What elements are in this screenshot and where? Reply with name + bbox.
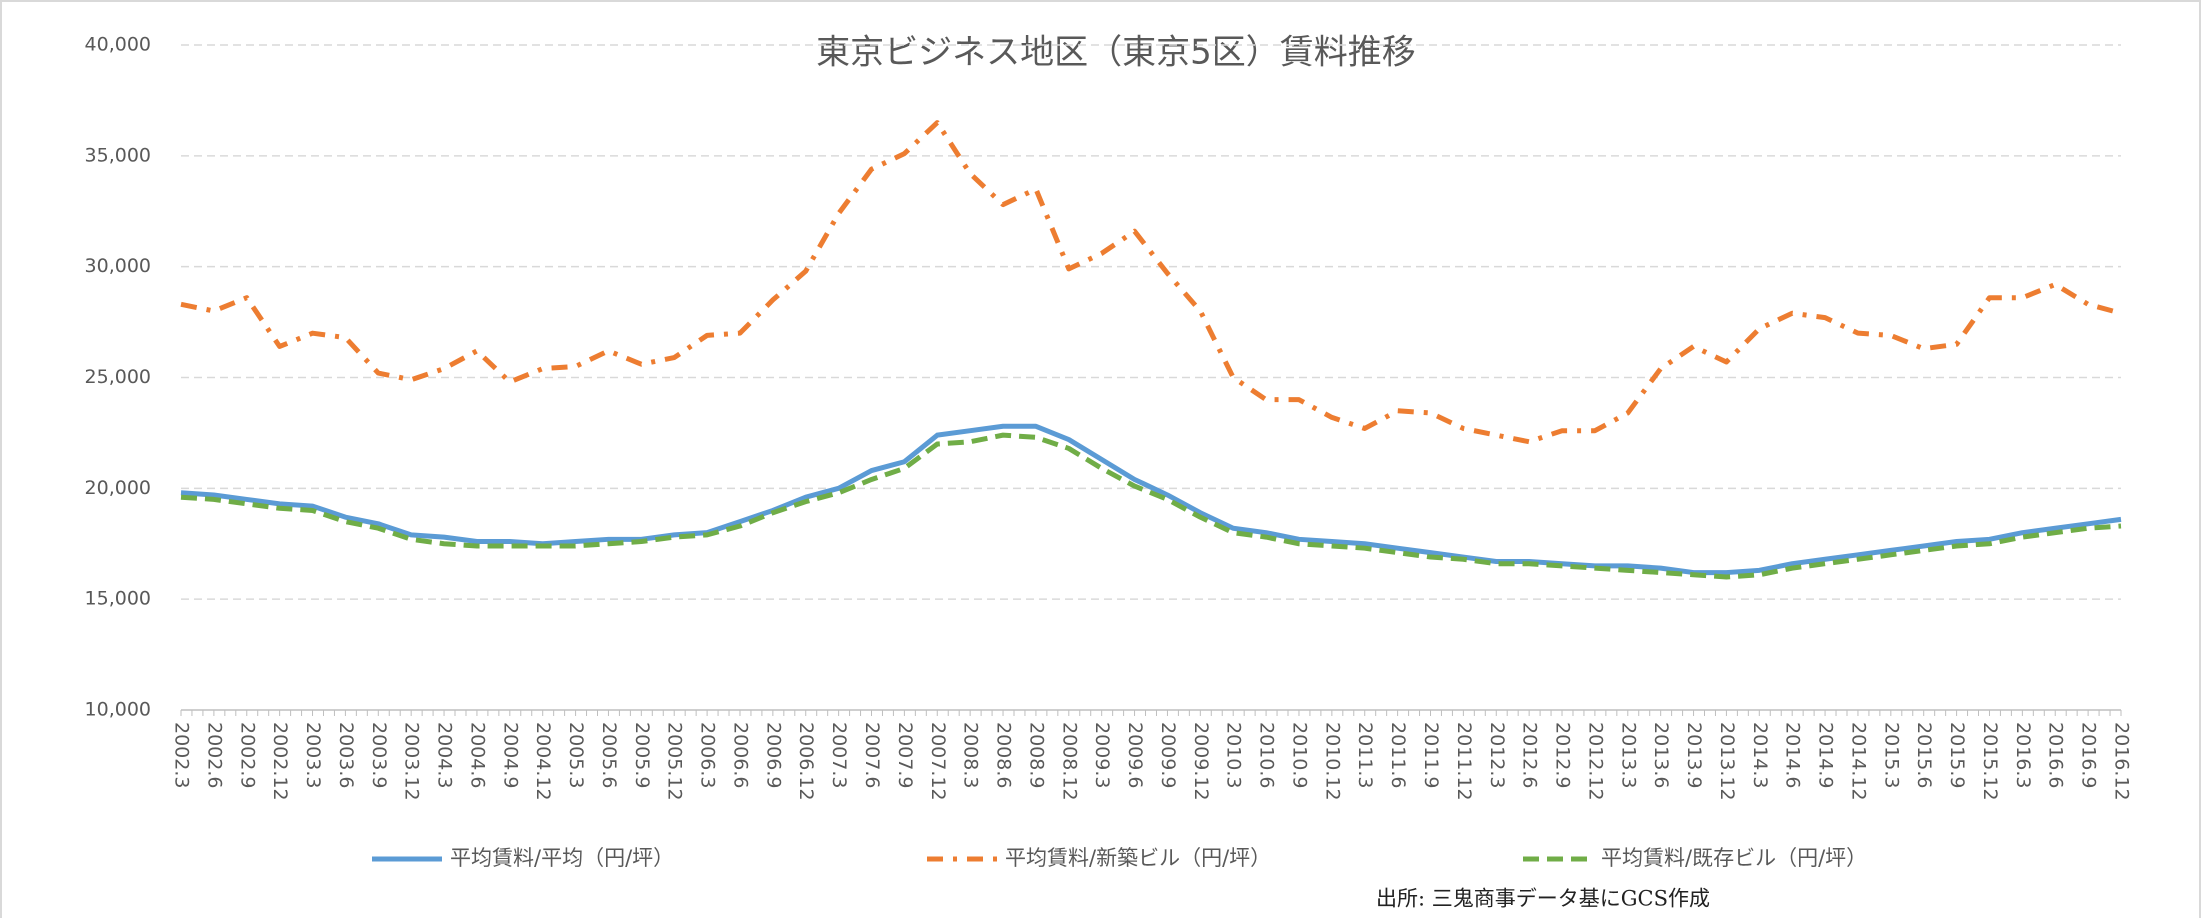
x-tick-label: 2009.6 bbox=[1124, 722, 1146, 788]
x-tick-label: 2004.9 bbox=[499, 722, 521, 788]
x-tick-label: 2004.12 bbox=[532, 722, 554, 801]
x-tick-label: 2006.3 bbox=[697, 722, 719, 788]
x-tick-label: 2002.3 bbox=[171, 722, 193, 788]
x-tick-label: 2014.3 bbox=[1749, 722, 1771, 788]
x-tick-label: 2002.6 bbox=[203, 722, 225, 788]
x-tick-label: 2016.9 bbox=[2078, 722, 2100, 788]
series-line bbox=[180, 120, 2122, 445]
x-tick-label: 2008.6 bbox=[993, 722, 1015, 788]
x-tick-label: 2015.9 bbox=[1946, 722, 1968, 788]
x-tick-label: 2012.3 bbox=[1486, 722, 1508, 788]
chart-title: 東京ビジネス地区（東京5区）賃料推移 bbox=[816, 33, 1416, 73]
y-tick-label: 40,000 bbox=[85, 34, 151, 56]
x-tick-label: 2002.9 bbox=[236, 722, 258, 788]
x-tick-label: 2010.3 bbox=[1223, 722, 1245, 788]
x-tick-label: 2011.3 bbox=[1354, 722, 1376, 788]
x-tick-label: 2016.6 bbox=[2045, 722, 2067, 788]
x-tick-label: 2009.12 bbox=[1190, 722, 1212, 801]
y-tick-label: 20,000 bbox=[85, 477, 151, 499]
x-tick-label: 2002.12 bbox=[269, 722, 291, 801]
x-tick-label: 2007.12 bbox=[927, 722, 949, 801]
x-tick-label: 2003.6 bbox=[335, 722, 357, 788]
x-tick-label: 2006.12 bbox=[795, 722, 817, 801]
x-tick-label: 2006.6 bbox=[729, 722, 751, 788]
x-tick-label: 2014.6 bbox=[1782, 722, 1804, 788]
legend-label: 平均賃料/新築ビル（円/坪） bbox=[1005, 846, 1271, 870]
y-tick-label: 30,000 bbox=[85, 255, 151, 277]
x-tick-label: 2009.3 bbox=[1091, 722, 1113, 788]
y-tick-label: 10,000 bbox=[85, 699, 151, 721]
x-tick-label: 2011.9 bbox=[1420, 722, 1442, 788]
x-tick-label: 2011.12 bbox=[1453, 722, 1475, 801]
x-tick-label: 2003.9 bbox=[368, 722, 390, 788]
x-tick-label: 2005.3 bbox=[565, 722, 587, 788]
x-tick-label: 2010.12 bbox=[1321, 722, 1343, 801]
x-tick-label: 2007.3 bbox=[828, 722, 850, 788]
x-tick-label: 2012.12 bbox=[1584, 722, 1606, 801]
legend-label: 平均賃料/平均（円/坪） bbox=[450, 846, 674, 870]
x-tick-label: 2016.3 bbox=[2012, 722, 2034, 788]
series-line bbox=[180, 432, 2122, 580]
x-tick-label: 2009.9 bbox=[1157, 722, 1179, 788]
x-tick-label: 2008.12 bbox=[1058, 722, 1080, 801]
x-tick-label: 2005.12 bbox=[664, 722, 686, 801]
x-tick-label: 2013.6 bbox=[1650, 722, 1672, 788]
legend-label: 平均賃料/既存ビル（円/坪） bbox=[1601, 846, 1867, 870]
x-tick-label: 2007.9 bbox=[894, 722, 916, 788]
y-tick-label: 35,000 bbox=[85, 144, 151, 166]
x-tick-label: 2014.9 bbox=[1815, 722, 1837, 788]
x-tick-label: 2015.3 bbox=[1880, 722, 1902, 788]
y-tick-label: 25,000 bbox=[85, 366, 151, 388]
x-tick-label: 2008.3 bbox=[960, 722, 982, 788]
x-tick-label: 2003.12 bbox=[401, 722, 423, 801]
y-tick-label: 15,000 bbox=[85, 588, 151, 610]
x-tick-label: 2010.9 bbox=[1288, 722, 1310, 788]
x-tick-label: 2015.6 bbox=[1913, 722, 1935, 788]
x-tick-label: 2008.9 bbox=[1025, 722, 1047, 788]
x-tick-label: 2012.6 bbox=[1519, 722, 1541, 788]
x-tick-label: 2014.12 bbox=[1847, 722, 1869, 801]
x-tick-label: 2013.3 bbox=[1617, 722, 1639, 788]
x-tick-label: 2005.9 bbox=[631, 722, 653, 788]
x-tick-label: 2015.12 bbox=[1979, 722, 2001, 801]
x-tick-label: 2013.9 bbox=[1683, 722, 1705, 788]
x-tick-label: 2010.6 bbox=[1256, 722, 1278, 788]
x-tick-label: 2005.6 bbox=[598, 722, 620, 788]
source-note: 出所: 三鬼商事データ基にGCS作成 bbox=[1376, 887, 1710, 911]
x-tick-label: 2004.3 bbox=[434, 722, 456, 788]
x-tick-label: 2012.9 bbox=[1552, 722, 1574, 788]
x-tick-label: 2011.6 bbox=[1387, 722, 1409, 788]
x-tick-label: 2013.12 bbox=[1716, 722, 1738, 801]
x-tick-label: 2007.6 bbox=[861, 722, 883, 788]
series-line bbox=[180, 423, 2122, 576]
x-tick-label: 2006.9 bbox=[762, 722, 784, 788]
x-tick-label: 2004.6 bbox=[466, 722, 488, 788]
x-tick-label: 2016.12 bbox=[2111, 722, 2133, 801]
x-tick-label: 2003.3 bbox=[302, 722, 324, 788]
